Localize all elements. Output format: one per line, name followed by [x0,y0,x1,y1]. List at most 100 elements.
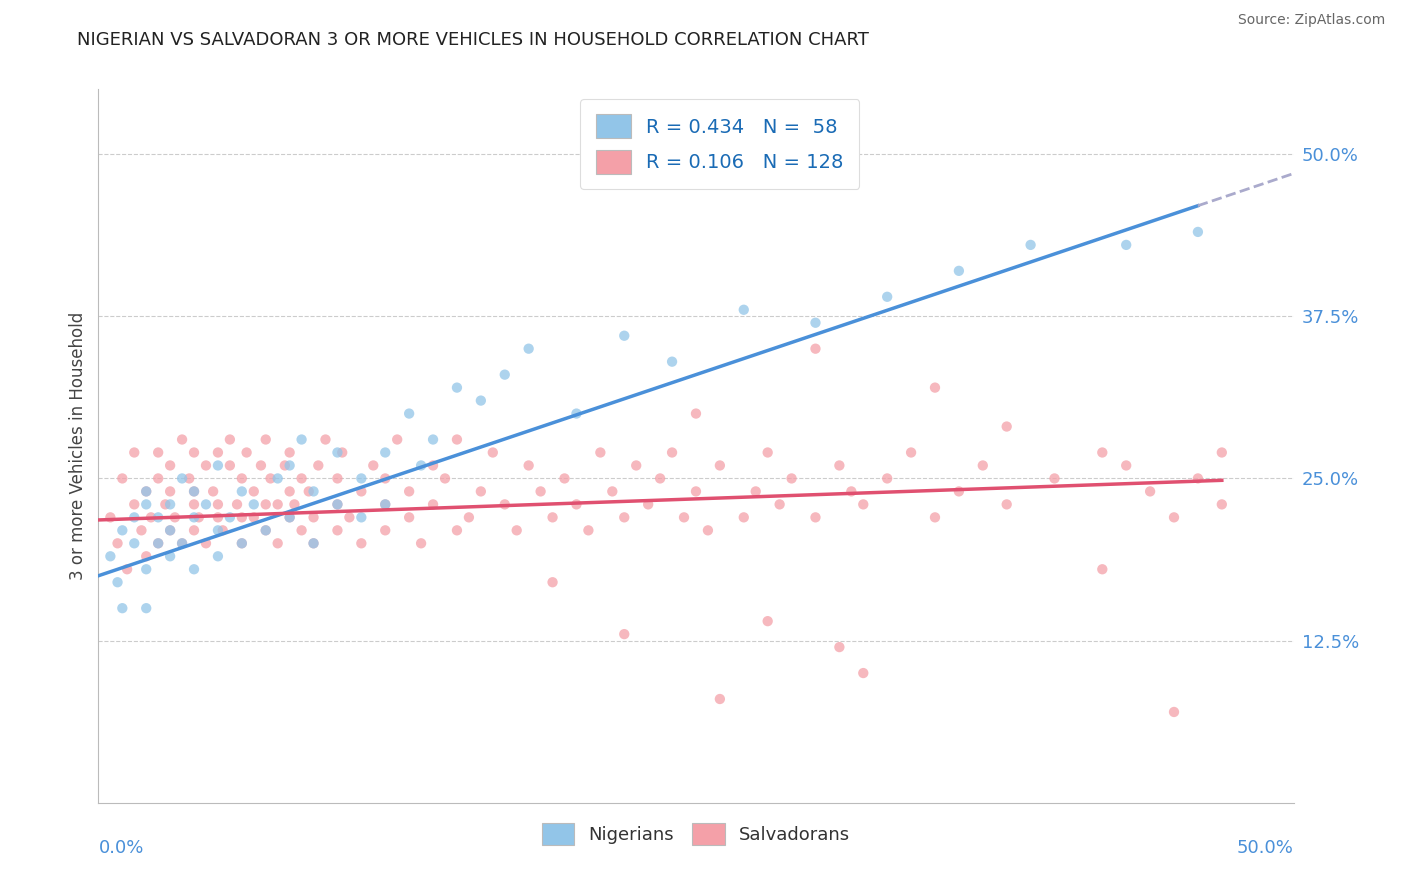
Point [876,290,898,304]
Point [446,433,468,447]
Point [350,536,373,550]
Point [697,524,720,538]
Point [159,549,181,564]
Point [517,458,540,473]
Point [155,497,177,511]
Point [254,433,277,447]
Point [195,536,218,550]
Point [602,484,624,499]
Point [326,497,349,511]
Point [363,458,385,473]
Point [326,524,349,538]
Point [804,342,827,356]
Point [446,524,468,538]
Point [298,484,321,499]
Point [302,536,325,550]
Point [948,484,970,499]
Point [159,484,181,499]
Point [385,433,409,447]
Point [411,536,433,550]
Point [254,497,277,511]
Point [374,497,396,511]
Point [506,524,529,538]
Point [254,524,277,538]
Point [226,497,249,511]
Point [135,484,157,499]
Point [422,458,444,473]
Point [195,497,218,511]
Point [1019,238,1042,252]
Point [733,302,755,317]
Point [374,471,396,485]
Point [565,407,588,421]
Text: NIGERIAN VS SALVADORAN 3 OR MORE VEHICLES IN HOUSEHOLD CORRELATION CHART: NIGERIAN VS SALVADORAN 3 OR MORE VEHICLE… [77,31,869,49]
Point [434,471,457,485]
Point [350,510,373,524]
Point [231,484,253,499]
Point [135,562,157,576]
Point [124,510,146,524]
Point [494,497,516,511]
Point [302,510,325,524]
Point [374,445,396,459]
Point [780,471,803,485]
Point [139,510,162,524]
Point [661,445,683,459]
Point [111,524,134,538]
Point [422,497,444,511]
Point [148,536,170,550]
Point [1115,458,1137,473]
Point [470,484,492,499]
Point [131,524,153,538]
Point [148,510,170,524]
Point [876,471,898,485]
Point [613,328,636,343]
Point [1115,238,1137,252]
Point [111,471,134,485]
Point [235,445,257,459]
Point [350,484,373,499]
Point [98,549,122,564]
Point [685,407,707,421]
Point [613,510,636,524]
Point [207,549,229,564]
Point [283,497,305,511]
Point [804,510,827,524]
Point [183,510,205,524]
Point [231,536,253,550]
Point [411,458,433,473]
Point [470,393,492,408]
Point [637,497,659,511]
Point [107,575,129,590]
Point [995,419,1018,434]
Point [828,458,851,473]
Point [852,497,875,511]
Point [589,445,612,459]
Point [900,445,922,459]
Point [278,484,301,499]
Point [291,433,314,447]
Point [98,510,122,524]
Point [302,484,325,499]
Point [211,524,233,538]
Point [159,524,181,538]
Point [756,614,779,628]
Point [446,381,468,395]
Point [613,627,636,641]
Point [1139,484,1161,499]
Point [648,471,672,485]
Point [841,484,863,499]
Point [135,497,157,511]
Point [243,484,266,499]
Point [924,381,946,395]
Point [243,497,266,511]
Point [1211,445,1233,459]
Point [745,484,768,499]
Point [530,484,553,499]
Point [350,471,373,485]
Point [267,497,290,511]
Point [172,536,194,550]
Point [339,510,361,524]
Point [195,458,218,473]
Point [231,471,253,485]
